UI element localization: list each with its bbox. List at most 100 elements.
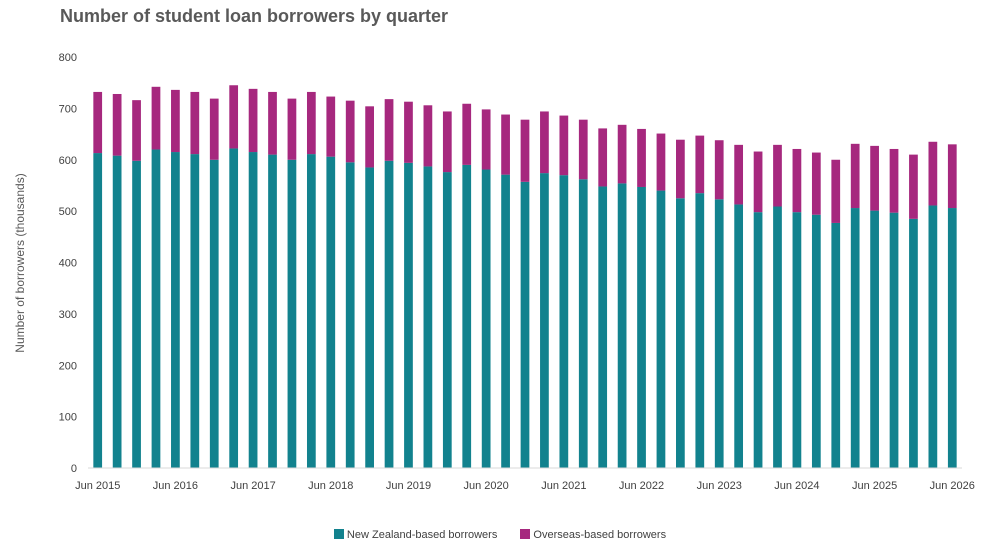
bar-nz-based (132, 160, 141, 468)
bar-overseas-based (559, 115, 569, 176)
bar-nz-based (714, 199, 724, 468)
bar-overseas-based (870, 145, 879, 211)
bar-overseas-based (753, 151, 763, 213)
bar-nz-based (190, 154, 200, 468)
bar-overseas-based (171, 89, 180, 153)
bar-overseas-based (442, 111, 452, 173)
bar-nz-based (559, 175, 569, 468)
bar-overseas-based (598, 128, 608, 187)
legend-item-nz: New Zealand-based borrowers (333, 529, 498, 541)
bar-nz-based (870, 210, 879, 468)
y-axis-ticks: 0 100 200 300 400 500 600 700 800 (59, 52, 77, 475)
bar-overseas-based (306, 91, 316, 155)
x-tick-label: Jun 2020 (464, 480, 509, 492)
x-tick-label: Jun 2026 (930, 480, 975, 492)
bar-nz-based (695, 193, 705, 469)
x-tick-label: Jun 2021 (541, 480, 586, 492)
bar-overseas-based (501, 114, 510, 175)
legend: New Zealand-based borrowers Overseas-bas… (0, 529, 1000, 541)
bar-overseas-based (811, 152, 821, 215)
bar-overseas-based (229, 85, 239, 149)
legend-label-nz: New Zealand-based borrowers (346, 529, 498, 541)
bar-nz-based (229, 148, 239, 468)
bar-overseas-based (850, 143, 860, 209)
bar-overseas-based (462, 103, 472, 165)
x-tick-label: Jun 2019 (386, 480, 431, 492)
bar-overseas-based (578, 119, 588, 180)
bar-overseas-based (714, 140, 724, 200)
bar-overseas-based (909, 154, 918, 219)
bar-overseas-based (190, 91, 200, 155)
legend-swatch-overseas (520, 529, 531, 539)
bar-overseas-based (345, 100, 355, 163)
legend-label-overseas: Overseas-based borrowers (533, 529, 667, 541)
bar-overseas-based (656, 133, 666, 191)
bar-overseas-based (831, 159, 841, 223)
y-tick-label: 200 (59, 360, 77, 372)
bar-nz-based (753, 212, 763, 468)
bar-nz-based (93, 153, 103, 469)
bar-overseas-based (404, 101, 413, 163)
bar-nz-based (676, 198, 685, 468)
bar-nz-based (404, 162, 413, 468)
bar-nz-based (598, 186, 608, 468)
bar-nz-based (462, 164, 472, 468)
bar-nz-based (326, 156, 336, 469)
bar-nz-based (617, 183, 627, 468)
x-tick-label: Jun 2022 (619, 480, 664, 492)
bar-nz-based (248, 152, 258, 468)
y-tick-label: 600 (59, 155, 77, 167)
bar-nz-based (345, 162, 355, 468)
y-tick-label: 500 (59, 206, 77, 218)
bar-nz-based (442, 172, 452, 468)
bar-overseas-based (326, 96, 336, 157)
bar-nz-based (306, 154, 316, 468)
bar-overseas-based (365, 106, 374, 168)
bar-nz-based (481, 169, 491, 469)
bar-overseas-based (676, 139, 685, 199)
bar-nz-based (811, 214, 821, 468)
bar-nz-based (209, 159, 219, 468)
bar-nz-based (637, 186, 646, 468)
bar-nz-based (889, 212, 899, 468)
bar-nz-based (850, 208, 860, 469)
bar-nz-based (365, 167, 374, 469)
bar-nz-based (909, 218, 918, 468)
bar-overseas-based (637, 128, 646, 187)
bar-nz-based (928, 205, 938, 468)
bar-overseas-based (928, 141, 938, 206)
bar-overseas-based (695, 135, 705, 194)
bar-overseas-based (209, 98, 219, 160)
bar-nz-based (268, 154, 277, 469)
bar-nz-based (151, 149, 161, 468)
bar-overseas-based (268, 91, 277, 155)
bar-overseas-based (132, 100, 141, 161)
bar-nz-based (947, 208, 957, 469)
y-tick-label: 100 (59, 412, 77, 424)
bar-nz-based (171, 152, 180, 468)
legend-swatch-nz (333, 529, 344, 539)
bar-nz-based (287, 159, 297, 468)
bar-overseas-based (423, 105, 433, 167)
bar-overseas-based (520, 119, 530, 182)
bar-nz-based (423, 166, 433, 468)
y-tick-label: 300 (59, 309, 77, 321)
bar-nz-based (112, 155, 122, 468)
x-tick-label: Jun 2016 (153, 480, 198, 492)
bar-overseas-based (773, 144, 782, 207)
y-axis-label: Number of borrowers (thousands) (13, 173, 27, 352)
bar-overseas-based (889, 148, 899, 213)
bar-nz-based (831, 222, 841, 468)
bar-overseas-based (287, 98, 297, 160)
bar-overseas-based (617, 124, 627, 184)
bar-overseas-based (481, 109, 491, 170)
bar-nz-based (384, 160, 394, 468)
x-tick-label: Jun 2024 (774, 480, 819, 492)
bar-nz-based (656, 190, 666, 468)
x-tick-label: Jun 2023 (697, 480, 742, 492)
bar-nz-based (734, 204, 744, 469)
legend-item-overseas: Overseas-based borrowers (520, 529, 666, 541)
x-tick-label: Jun 2015 (75, 480, 120, 492)
bar-overseas-based (93, 91, 103, 154)
y-tick-label: 0 (71, 463, 77, 475)
